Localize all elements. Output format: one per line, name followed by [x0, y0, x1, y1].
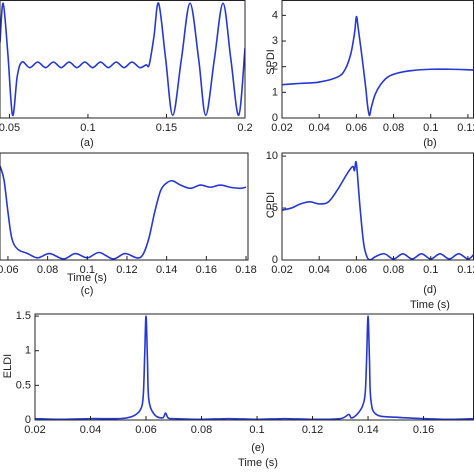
axes-frame: [34, 313, 474, 421]
y-tick-label: 0: [272, 254, 278, 266]
x-tick-label: 0.1: [249, 424, 264, 436]
y-tick-label: 0: [25, 414, 31, 426]
y-axis-label: ELDI: [2, 354, 14, 378]
panel-caption: (c): [81, 285, 94, 297]
panel-caption: (a): [80, 137, 93, 149]
x-tick-label: 0.12: [116, 264, 137, 276]
x-tick-label: 0.08: [37, 264, 58, 276]
plot-area: [282, 161, 474, 260]
x-tick-label: 0.12: [302, 424, 323, 436]
data-line: [282, 161, 474, 260]
x-tick-label: 0.16: [413, 424, 434, 436]
x-tick-label: 0.2: [237, 122, 252, 134]
x-tick-label: 0.08: [191, 424, 212, 436]
x-tick-label: 0.02: [271, 122, 292, 134]
x-tick-label: 0.1: [80, 264, 95, 276]
y-tick-label: 2: [272, 61, 278, 73]
x-tick-label: 0.12: [457, 122, 474, 134]
axes-frame: [0, 0, 246, 119]
y-axis-label: SPDI: [265, 49, 277, 75]
x-tick-label: 0.18: [235, 264, 256, 276]
x-tick-label: 0.08: [383, 122, 404, 134]
x-tick-label: 0.04: [308, 264, 329, 276]
y-tick-label: 5: [272, 202, 278, 214]
x-tick-label: 0.04: [80, 424, 101, 436]
x-tick-label: 0.05: [0, 122, 20, 134]
y-tick-label: 1: [272, 86, 278, 98]
x-tick-label: 0.12: [457, 264, 474, 276]
y-tick-label: 1: [25, 345, 31, 357]
x-tick-label: 0.06: [346, 264, 367, 276]
axes-frame: [281, 0, 474, 119]
x-tick-label: 0.06: [0, 264, 19, 276]
x-tick-label: 0.04: [308, 122, 329, 134]
y-axis-label: CPDI: [265, 192, 277, 218]
data-line: [0, 165, 247, 260]
x-tick-label: 0.08: [383, 264, 404, 276]
x-tick-label: 0.06: [135, 424, 156, 436]
panel: 0.02 0.04 0.06 0.08 0.1 0.12 0.14 0.16 0 0.5 1 1.5 (…: [2, 310, 474, 469]
plot-area: [0, 2, 245, 117]
y-tick-label: 0: [272, 112, 278, 124]
panel: 0.05 0.1 0.15 0.2 (a): [0, 0, 253, 149]
panel-caption: (e): [251, 442, 264, 454]
panel: 0.06 0.08 0.1 0.12 0.14 0.16 0.18 (c)Time (s): [0, 152, 257, 297]
x-tick-label: 0.06: [346, 122, 367, 134]
x-tick-label: 0.14: [156, 264, 177, 276]
y-tick-label: 0.5: [16, 379, 31, 391]
x-axis-label: Time (s): [410, 299, 450, 311]
plot-area: [282, 15, 474, 117]
panel-caption: (d): [423, 284, 436, 296]
x-tick-label: 0.02: [24, 424, 45, 436]
panel: 0.02 0.04 0.06 0.08 0.1 0.12 0 5 10 (d) Time (s) CP…: [265, 150, 474, 311]
x-axis-label: Time (s): [67, 272, 107, 284]
x-tick-label: 0.15: [156, 122, 177, 134]
x-tick-label: 0.1: [423, 264, 438, 276]
panel: 0.02 0.04 0.06 0.08 0.1 0.12 0 1 2 3 4 (b) SPDI: [265, 0, 474, 149]
x-tick-label: 0.1: [80, 122, 95, 134]
plot-area: [35, 315, 474, 420]
x-tick-label: 0.1: [423, 122, 438, 134]
y-tick-label: 3: [272, 35, 278, 47]
data-line: [0, 2, 245, 117]
axes-frame: [0, 152, 249, 261]
panel-caption: (b): [423, 137, 436, 149]
x-axis-label: Time (s): [238, 457, 278, 469]
y-tick-label: 4: [272, 9, 278, 21]
data-line: [35, 315, 474, 420]
axes-frame: [281, 152, 474, 261]
x-tick-label: 0.16: [196, 264, 217, 276]
x-tick-label: 0.14: [357, 424, 378, 436]
plot-area: [0, 165, 247, 260]
data-line: [282, 15, 474, 117]
y-tick-label: 10: [266, 150, 278, 162]
y-tick-label: 1.5: [16, 310, 31, 322]
x-tick-label: 0.02: [271, 264, 292, 276]
